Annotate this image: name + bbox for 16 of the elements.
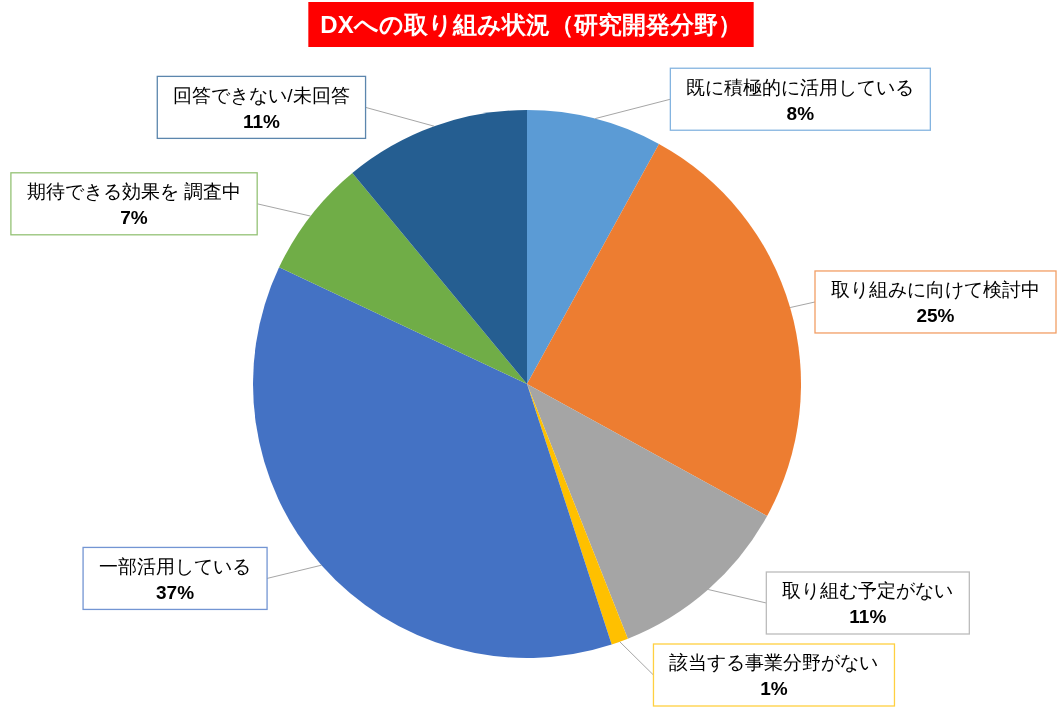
title: DXへの取り組み状況（研究開発分野） [308, 2, 754, 47]
data-label: 8% [786, 102, 815, 124]
slice-label: 取り組みに向けて検討中 [831, 279, 1040, 301]
data-label: 37% [156, 581, 195, 603]
data-label: 25% [916, 305, 955, 327]
data-label: 11% [849, 606, 887, 628]
slice-label: 該当する事業分野がない [669, 652, 879, 674]
chart-title: DXへの取り組み状況（研究開発分野） [320, 11, 742, 38]
slice-label: 一部活用している [99, 555, 252, 577]
slice-label: 回答できない/未回答 [173, 84, 350, 106]
slice-label: 既に積極的に活用している [686, 76, 915, 98]
slice-label: 取り組む予定がない [782, 580, 954, 602]
slice-label: 期待できる効果を 調査中 [26, 181, 242, 203]
data-label: 7% [120, 207, 148, 229]
data-label: 1% [760, 678, 788, 700]
data-label: 11% [242, 110, 281, 132]
